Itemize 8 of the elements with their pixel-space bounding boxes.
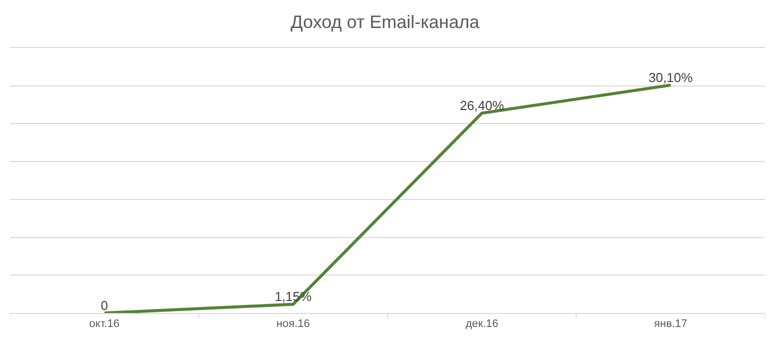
x-tick-label: янв.17 <box>654 318 688 330</box>
x-tick-label: окт.16 <box>89 318 120 330</box>
data-label: 30,10% <box>648 70 694 85</box>
data-label: 26,40% <box>460 98 504 113</box>
x-tick-label: ноя.16 <box>276 318 310 330</box>
x-tick-label: дек.16 <box>466 318 498 330</box>
chart-title: Доход от Email-канала <box>290 12 480 32</box>
data-label: 0 <box>100 298 108 313</box>
